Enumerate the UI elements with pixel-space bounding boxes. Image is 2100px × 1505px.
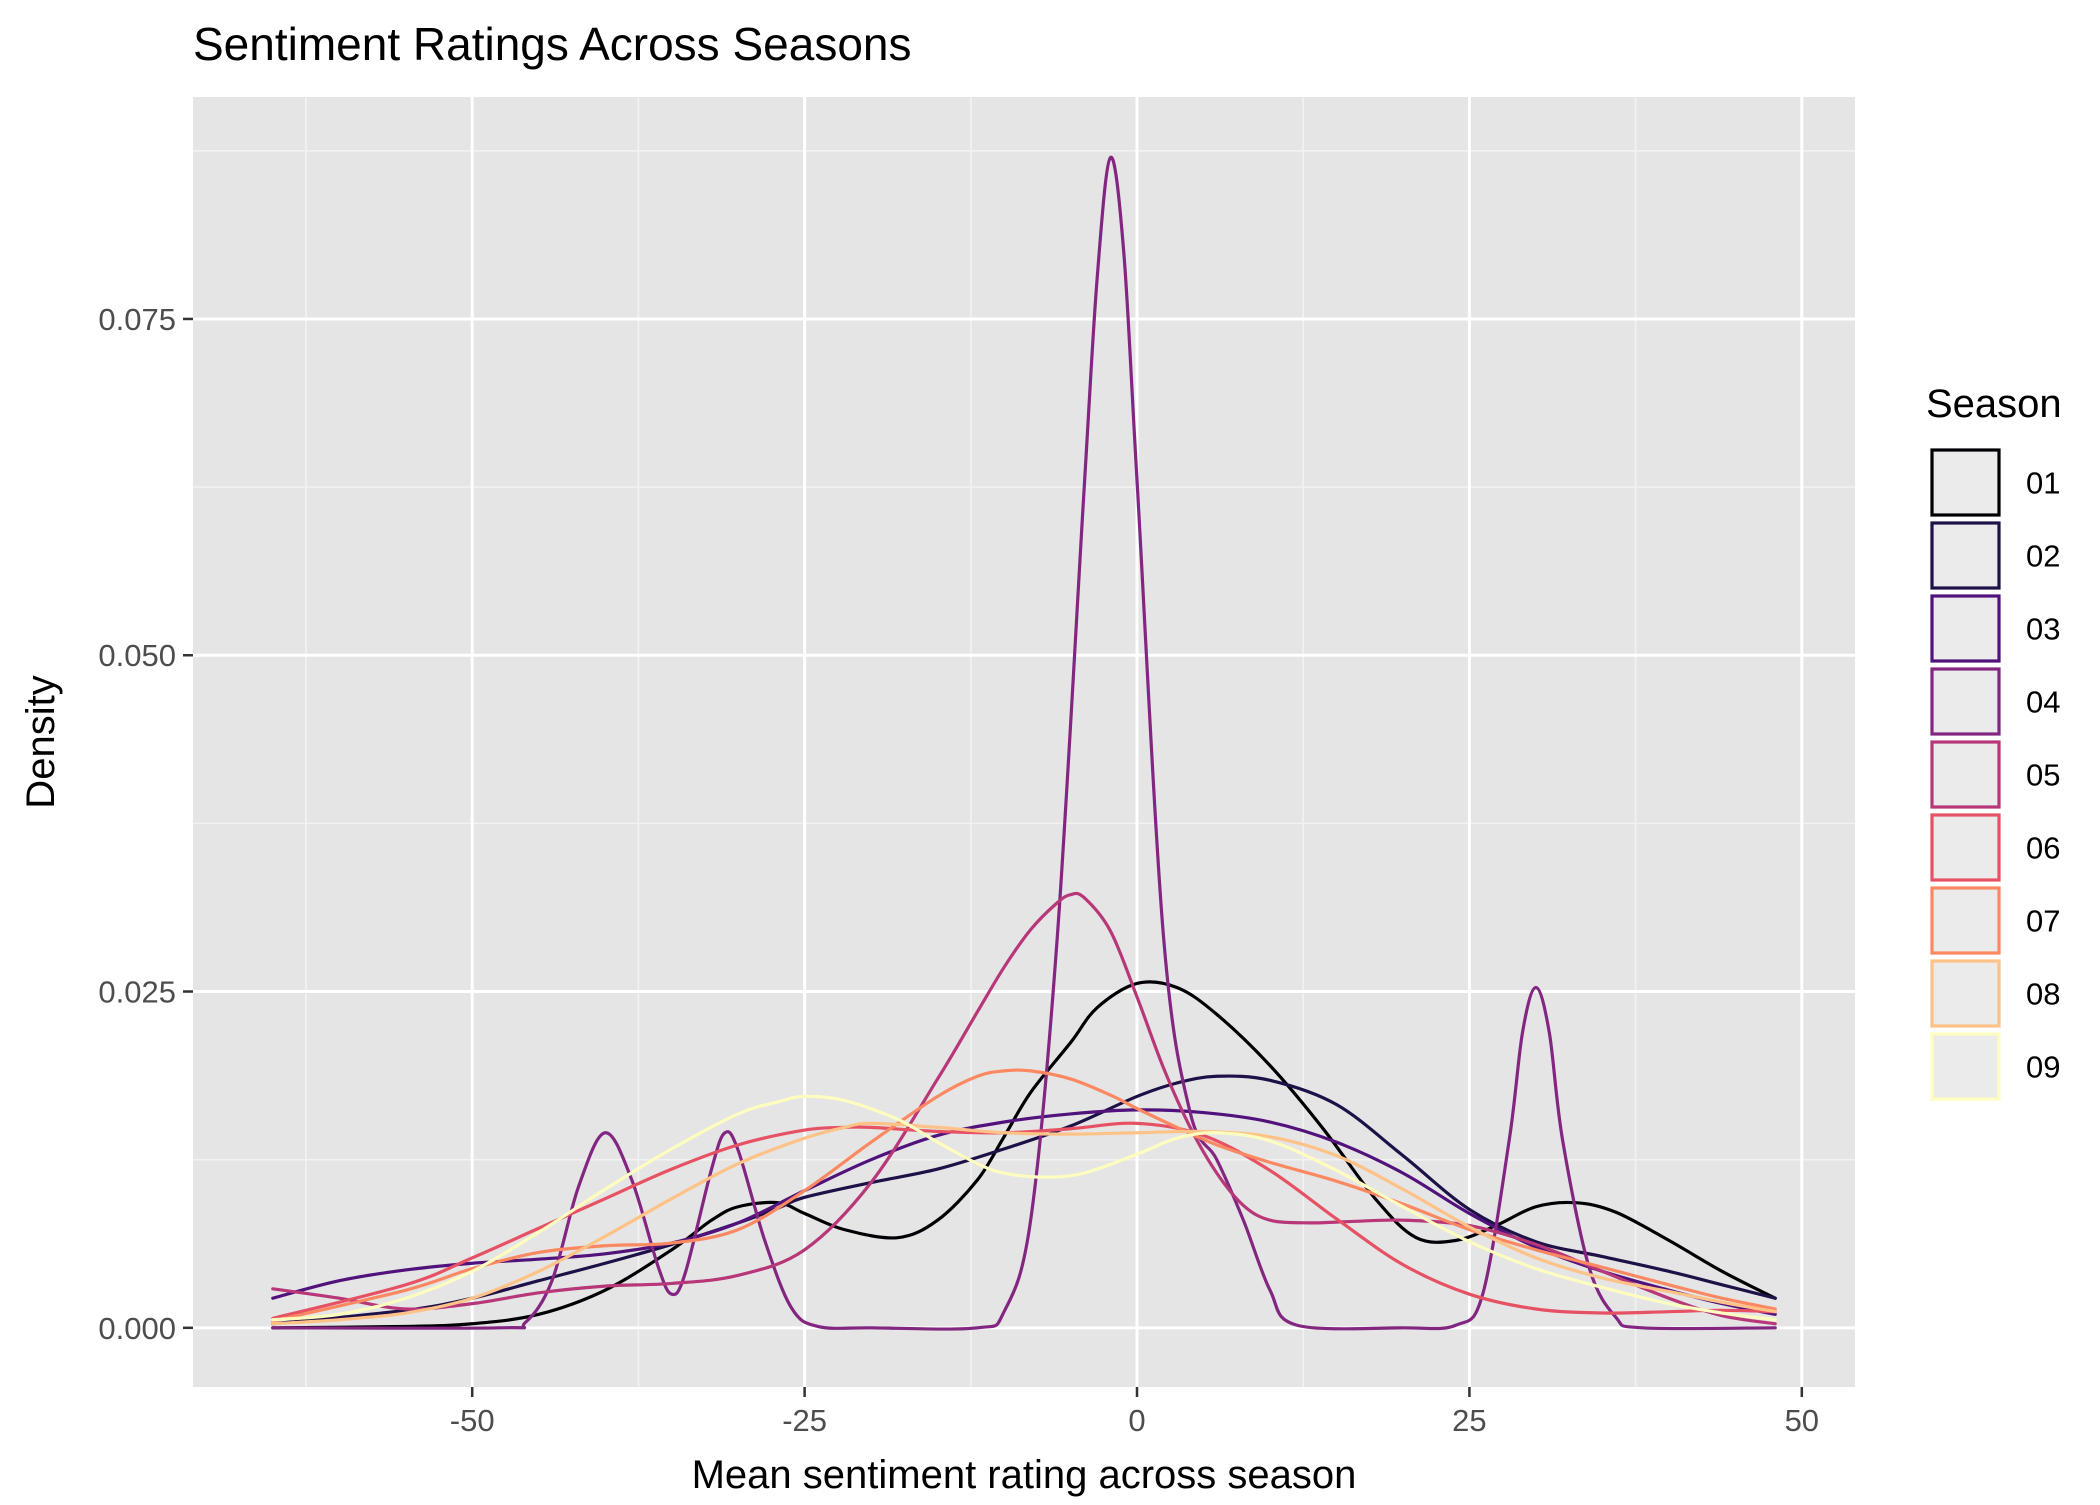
grid-minor — [193, 97, 1855, 1387]
series-lines — [271, 155, 1777, 1331]
legend-label-03: 03 — [2026, 612, 2060, 647]
y-axis: 0.000 0.025 0.050 0.075 — [98, 302, 193, 1346]
x-axis-title: Mean sentiment rating across season — [692, 1453, 1357, 1497]
legend-key-01 — [1930, 448, 2001, 517]
series-line-04 — [271, 155, 1777, 1331]
legend-label-06: 06 — [2026, 831, 2060, 866]
legend-label-01: 01 — [2026, 466, 2060, 501]
y-tick-label: 0.075 — [98, 302, 176, 337]
legend-title: Season — [1926, 382, 2062, 426]
legend-key-08 — [1930, 959, 2001, 1028]
legend-label-09: 09 — [2026, 1050, 2060, 1085]
series-line-01 — [271, 980, 1777, 1330]
series-line-06 — [271, 1121, 1777, 1320]
x-axis: -50 -25 0 25 50 — [450, 1387, 1819, 1438]
legend-key-04 — [1930, 667, 2001, 736]
legend-key-05 — [1930, 740, 2001, 809]
legend-key-09 — [1930, 1032, 2001, 1101]
series-line-03 — [271, 1108, 1777, 1316]
legend-label-04: 04 — [2026, 685, 2060, 720]
x-tick-label: 0 — [1128, 1403, 1145, 1438]
x-tick-label: 25 — [1452, 1403, 1486, 1438]
legend-label-08: 08 — [2026, 977, 2060, 1012]
legend-label-07: 07 — [2026, 904, 2060, 939]
legend-key-07 — [1930, 886, 2001, 955]
y-axis-title: Density — [19, 675, 63, 808]
y-tick-label: 0.050 — [98, 638, 176, 673]
legend-key-02 — [1930, 521, 2001, 590]
series-line-08 — [271, 1121, 1777, 1326]
plot-panel — [193, 97, 1855, 1387]
x-tick-label: 50 — [1785, 1403, 1819, 1438]
series-line-09 — [271, 1094, 1777, 1322]
chart-title: Sentiment Ratings Across Seasons — [193, 18, 911, 70]
y-tick-label: 0.000 — [98, 1311, 176, 1346]
legend-key-03 — [1930, 594, 2001, 663]
legend-items: 01 02 03 04 05 06 07 08 09 — [1930, 448, 2060, 1101]
legend-label-05: 05 — [2026, 758, 2060, 793]
x-tick-label: -25 — [782, 1403, 827, 1438]
legend-key-06 — [1930, 813, 2001, 882]
legend-label-02: 02 — [2026, 539, 2060, 574]
legend: Season 01 02 03 04 05 06 07 08 09 — [1926, 382, 2062, 1101]
series-line-07 — [271, 1068, 1777, 1323]
grid-major — [193, 97, 1855, 1387]
y-tick-label: 0.025 — [98, 975, 176, 1010]
x-tick-label: -50 — [450, 1403, 495, 1438]
